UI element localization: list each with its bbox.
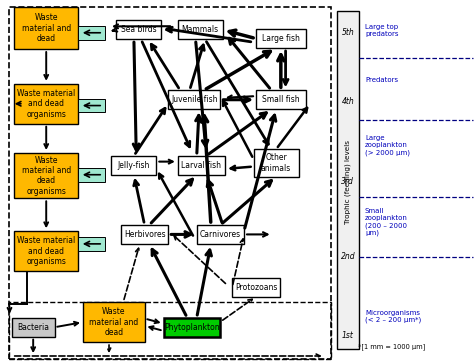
Text: 2nd: 2nd <box>341 252 355 261</box>
FancyBboxPatch shape <box>12 318 55 337</box>
Text: Small fish: Small fish <box>262 95 300 104</box>
Text: Juvenile fish: Juvenile fish <box>171 95 218 104</box>
Text: Waste
material and
dead
organisms: Waste material and dead organisms <box>22 155 71 196</box>
Text: Larval fish: Larval fish <box>182 161 221 170</box>
Text: Jelly-fish: Jelly-fish <box>118 161 150 170</box>
Text: Mammals: Mammals <box>182 25 219 34</box>
Text: Large
zooplankton
(> 2000 μm): Large zooplankton (> 2000 μm) <box>365 135 410 156</box>
FancyBboxPatch shape <box>14 7 78 49</box>
Text: Trophic (feeding) levels: Trophic (feeding) levels <box>345 140 351 224</box>
FancyBboxPatch shape <box>14 84 78 124</box>
FancyBboxPatch shape <box>337 11 359 349</box>
FancyBboxPatch shape <box>256 29 306 48</box>
Text: Waste
material and
dead: Waste material and dead <box>22 13 71 43</box>
Text: Sea birds: Sea birds <box>121 25 156 34</box>
Text: Herbivores: Herbivores <box>124 230 165 239</box>
FancyBboxPatch shape <box>254 149 299 177</box>
Text: Bacteria: Bacteria <box>17 323 49 332</box>
Text: Protozoans: Protozoans <box>235 283 277 292</box>
Text: Waste
material and
dead: Waste material and dead <box>89 307 138 337</box>
Text: Waste material
and dead
organisms: Waste material and dead organisms <box>17 236 75 266</box>
FancyBboxPatch shape <box>164 318 220 337</box>
FancyBboxPatch shape <box>178 156 225 175</box>
Text: Large top
predators: Large top predators <box>365 24 399 37</box>
FancyBboxPatch shape <box>14 153 78 198</box>
Text: 4th: 4th <box>342 98 354 106</box>
Text: Carnivores: Carnivores <box>200 230 241 239</box>
Text: Small
zooplankton
(200 – 2000
μm): Small zooplankton (200 – 2000 μm) <box>365 208 408 236</box>
FancyBboxPatch shape <box>116 20 161 39</box>
FancyBboxPatch shape <box>14 231 78 271</box>
FancyBboxPatch shape <box>121 225 168 244</box>
FancyBboxPatch shape <box>256 90 306 109</box>
FancyBboxPatch shape <box>178 20 223 39</box>
Text: 3rd: 3rd <box>341 178 355 186</box>
Text: Predators: Predators <box>365 77 398 83</box>
Text: *[1 mm = 1000 μm]: *[1 mm = 1000 μm] <box>358 343 425 350</box>
FancyBboxPatch shape <box>83 302 145 342</box>
FancyBboxPatch shape <box>78 99 104 112</box>
FancyBboxPatch shape <box>111 156 156 175</box>
FancyBboxPatch shape <box>78 26 104 40</box>
Text: Microorganisms
(< 2 – 200 μm*): Microorganisms (< 2 – 200 μm*) <box>365 310 421 324</box>
Text: 5th: 5th <box>342 28 354 37</box>
Text: Waste material
and dead
organisms: Waste material and dead organisms <box>17 89 75 119</box>
Text: 1st: 1st <box>342 331 354 340</box>
Text: Large fish: Large fish <box>262 34 300 43</box>
FancyBboxPatch shape <box>78 168 104 182</box>
Text: Phytoplankton: Phytoplankton <box>164 323 220 332</box>
FancyBboxPatch shape <box>168 90 220 109</box>
FancyBboxPatch shape <box>78 237 104 251</box>
FancyBboxPatch shape <box>197 225 244 244</box>
Text: Other
animals: Other animals <box>261 153 291 173</box>
FancyBboxPatch shape <box>232 278 280 297</box>
